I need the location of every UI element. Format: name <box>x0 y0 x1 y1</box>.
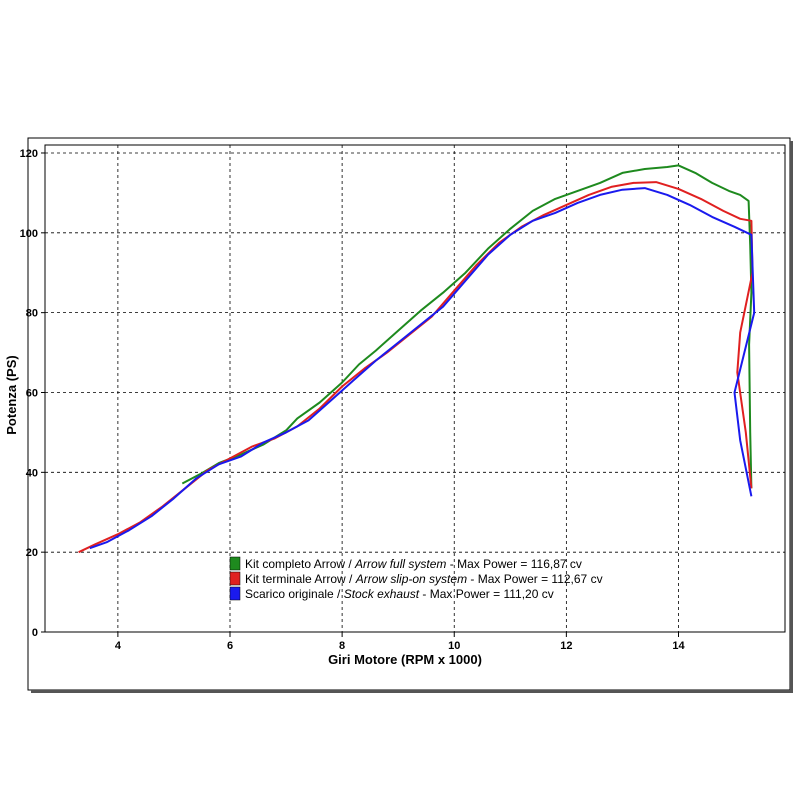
legend-swatch-1 <box>229 556 241 571</box>
legend-swatch-3 <box>229 586 241 601</box>
legend-label-3: Scarico originale / Stock exhaust - Max … <box>245 587 554 601</box>
frame-shadow-right <box>790 141 793 693</box>
series-line-3 <box>89 187 756 550</box>
y-tick-label: 0 <box>32 627 38 639</box>
x-tick-label: 10 <box>448 640 460 652</box>
x-tick-label: 6 <box>227 640 233 652</box>
y-tick-label: 40 <box>26 467 38 479</box>
legend-label-2: Kit terminale Arrow / Arrow slip-on syst… <box>245 572 603 586</box>
y-axis-title: Potenza (PS) <box>4 355 19 434</box>
legend-swatch-2 <box>229 571 241 586</box>
y-tick-label: 20 <box>26 547 38 559</box>
x-tick-label: 8 <box>339 640 345 652</box>
plot-area-border <box>44 144 786 633</box>
x-tick-label: 4 <box>115 640 122 652</box>
frame-shadow-bottom <box>31 690 793 693</box>
y-tick-label: 60 <box>26 387 38 399</box>
x-axis-title: Giri Motore (RPM x 1000) <box>328 652 482 667</box>
y-tick-label: 100 <box>20 228 38 240</box>
x-tick-label: 12 <box>560 640 572 652</box>
legend-label-1: Kit completo Arrow / Arrow full system -… <box>245 557 582 571</box>
legend: Kit completo Arrow / Arrow full system -… <box>229 556 603 601</box>
chart-frame <box>27 137 791 691</box>
axis-ticks: 4 6 8 10 12 14 0 20 40 60 80 100 120 <box>20 148 686 652</box>
series-lines <box>78 164 756 554</box>
x-tick-label: 14 <box>672 640 685 652</box>
y-tick-label: 120 <box>20 148 38 160</box>
series-line-1 <box>181 164 753 489</box>
y-tick-label: 80 <box>26 308 38 320</box>
